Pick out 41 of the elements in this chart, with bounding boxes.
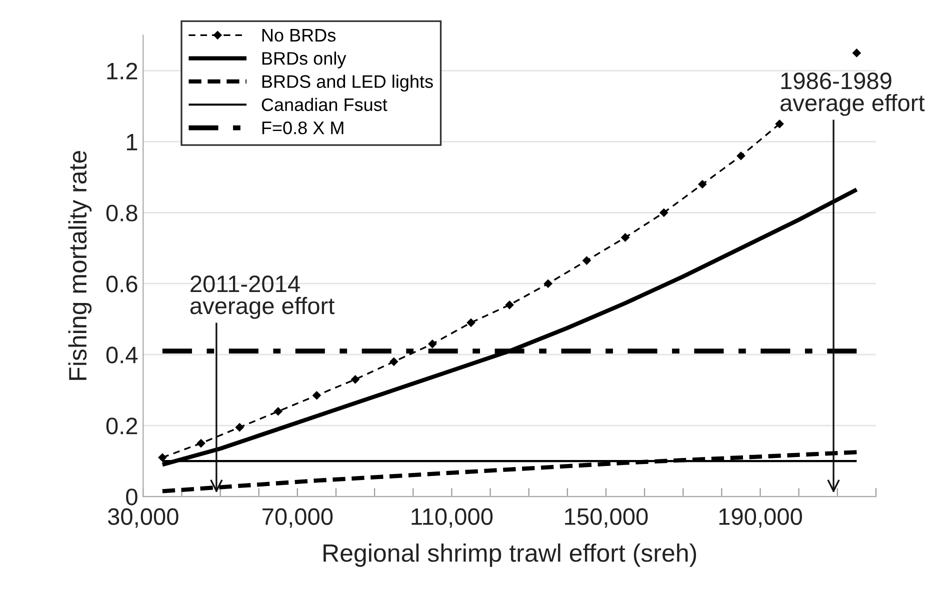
y-axis-title: Fishing mortality rate xyxy=(68,150,92,380)
ref-line-label: 2011-2014 average effort xyxy=(190,276,335,319)
y-tick-label: 1 xyxy=(126,134,138,150)
point xyxy=(698,180,707,188)
x-tick-label: 110,000 xyxy=(412,508,493,528)
y-tick-label: 1.2 xyxy=(107,62,138,80)
point xyxy=(390,358,398,366)
x-tick-label: 150,000 xyxy=(565,508,648,528)
point xyxy=(196,439,206,448)
point xyxy=(582,256,591,265)
legend-label: BRDS and LED lights xyxy=(262,74,433,92)
x-tick-label: 30,000 xyxy=(108,508,178,528)
line-series xyxy=(160,450,859,494)
point xyxy=(274,407,282,416)
y-tick-label: 0 xyxy=(126,488,138,506)
x-axis-title: Regional shrimp trawl effort (sreh) xyxy=(324,544,696,567)
point xyxy=(351,375,360,384)
legend-label: F=0.8 X M xyxy=(262,121,344,134)
legend-label: BRDs only xyxy=(262,52,346,68)
point xyxy=(505,300,514,310)
point xyxy=(852,48,861,58)
y-tick-label: 0.2 xyxy=(106,418,138,434)
ref-line-label: 1986-1989 average effort xyxy=(780,72,925,116)
point xyxy=(466,318,476,327)
x-tick-label: 190,000 xyxy=(719,508,802,528)
line-series xyxy=(160,187,859,467)
point xyxy=(235,423,244,432)
legend-label: Canadian Fsust xyxy=(262,98,388,112)
point xyxy=(621,233,630,242)
x-tick-label: 70,000 xyxy=(262,508,333,528)
y-tick-label: 0.4 xyxy=(106,346,138,364)
point xyxy=(312,391,321,400)
point xyxy=(544,279,552,288)
point xyxy=(158,453,167,462)
y-tick-label: 0.8 xyxy=(106,204,138,222)
point xyxy=(775,120,784,128)
point xyxy=(660,208,668,217)
legend-label: No BRDs xyxy=(262,29,336,42)
y-tick-label: 0.6 xyxy=(106,276,138,292)
point xyxy=(736,152,746,160)
point xyxy=(428,340,437,348)
